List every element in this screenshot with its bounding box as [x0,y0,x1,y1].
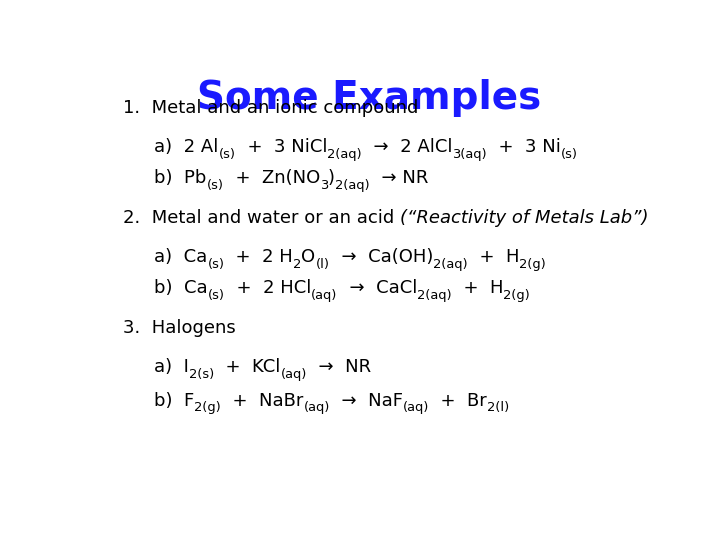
Text: 2(aq): 2(aq) [327,147,361,160]
Text: 2(g): 2(g) [503,289,530,302]
Text: O: O [302,248,315,266]
Text: 2(s): 2(s) [189,368,215,381]
Text: → NR: → NR [369,170,428,187]
Text: a)  I: a) I [154,359,189,376]
Text: (s): (s) [207,258,225,271]
Text: +  3 NiCl: + 3 NiCl [235,138,327,156]
Text: +  NaBr: + NaBr [221,392,304,410]
Text: 2(g): 2(g) [194,401,221,414]
Text: b)  Pb: b) Pb [154,170,207,187]
Text: 2(aq): 2(aq) [417,289,451,302]
Text: a)  Ca: a) Ca [154,248,207,266]
Text: 2(g): 2(g) [519,258,546,271]
Text: b)  F: b) F [154,392,194,410]
Text: 2: 2 [293,258,302,271]
Text: 2.  Metal and water or an acid: 2. Metal and water or an acid [124,209,400,227]
Text: 3.  Halogens: 3. Halogens [124,319,236,337]
Text: (aq): (aq) [311,289,338,302]
Text: +  H: + H [451,280,503,298]
Text: (aq): (aq) [403,401,429,414]
Text: +  3 Ni: + 3 Ni [487,138,561,156]
Text: →  NaF: → NaF [330,392,403,410]
Text: +  H: + H [467,248,519,266]
Text: +  2 HCl: + 2 HCl [225,280,311,298]
Text: Some Examples: Some Examples [197,79,541,117]
Text: 2(aq): 2(aq) [433,258,467,271]
Text: 3: 3 [320,179,328,192]
Text: (“Reactivity of Metals Lab”): (“Reactivity of Metals Lab”) [400,209,649,227]
Text: (s): (s) [207,179,223,192]
Text: +  KCl: + KCl [215,359,281,376]
Text: 2(aq): 2(aq) [335,179,369,192]
Text: (l): (l) [315,258,330,271]
Text: 2(l): 2(l) [487,401,509,414]
Text: 1.  Metal and an ionic compound: 1. Metal and an ionic compound [124,99,419,117]
Text: +  Zn(NO: + Zn(NO [223,170,320,187]
Text: (aq): (aq) [281,368,307,381]
Text: 3(aq): 3(aq) [452,147,487,160]
Text: →  CaCl: → CaCl [338,280,417,298]
Text: (aq): (aq) [304,401,330,414]
Text: →  2 AlCl: → 2 AlCl [361,138,452,156]
Text: (s): (s) [219,147,235,160]
Text: (s): (s) [208,289,225,302]
Text: +  2 H: + 2 H [225,248,293,266]
Text: →  Ca(OH): → Ca(OH) [330,248,433,266]
Text: →  NR: → NR [307,359,372,376]
Text: ): ) [328,170,335,187]
Text: a)  2 Al: a) 2 Al [154,138,219,156]
Text: (s): (s) [561,147,577,160]
Text: +  Br: + Br [429,392,487,410]
Text: b)  Ca: b) Ca [154,280,208,298]
